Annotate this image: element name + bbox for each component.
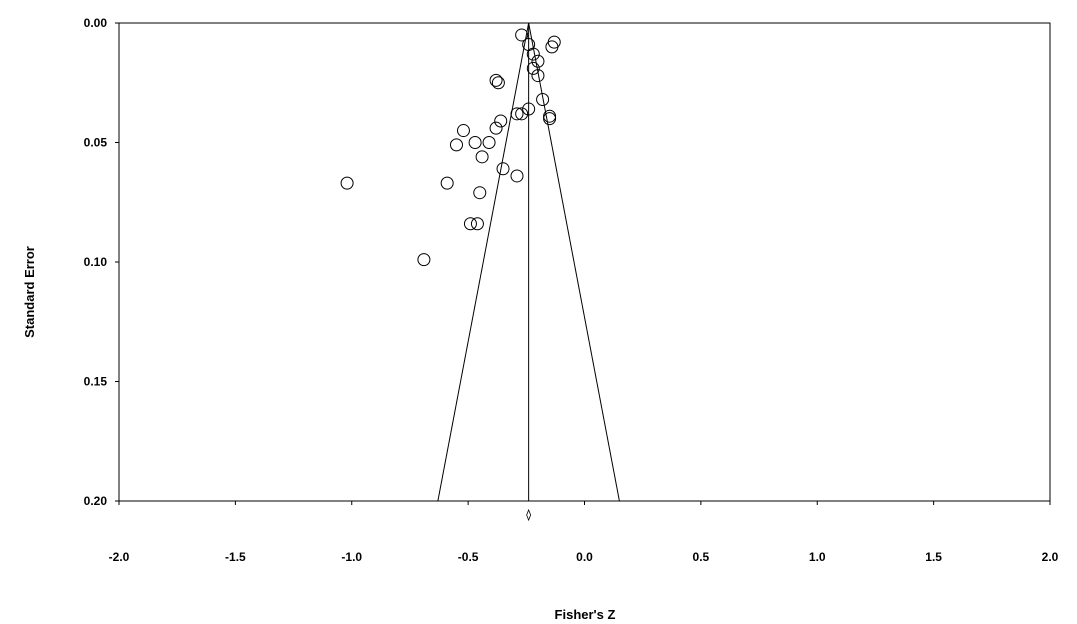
- study-point: [522, 102, 536, 116]
- study-point: [496, 162, 510, 176]
- plot-area-frame: [118, 22, 1051, 502]
- x-axis: -2.0 -1.5 -1.0 -0.5 0.0 0.5 1.0 1.5 2.0: [109, 501, 1059, 564]
- y-tick-label: 0.05: [84, 136, 108, 150]
- y-tick-label: 0.00: [84, 16, 108, 30]
- funnel-right-limit: [528, 22, 620, 502]
- study-point: [489, 73, 503, 87]
- study-point: [526, 47, 540, 61]
- study-point: [463, 217, 477, 231]
- x-axis-title: Fisher's Z: [555, 607, 616, 622]
- study-point: [494, 114, 508, 128]
- study-point: [475, 150, 489, 164]
- study-point: [526, 61, 540, 75]
- x-tick-label: -1.5: [225, 550, 246, 564]
- study-point: [547, 35, 561, 49]
- summary-diamond: [526, 508, 532, 522]
- y-axis-title: Standard Error: [22, 246, 37, 338]
- study-point: [543, 112, 557, 126]
- study-point: [515, 28, 529, 42]
- x-tick-label: 1.5: [925, 550, 942, 564]
- y-tick-label: 0.15: [84, 375, 108, 389]
- study-point: [510, 169, 524, 183]
- x-tick-label: 2.0: [1042, 550, 1059, 564]
- x-tick-label: 1.0: [809, 550, 826, 564]
- x-tick-label: 0.5: [693, 550, 710, 564]
- study-point: [440, 176, 454, 190]
- y-tick-label: 0.20: [84, 494, 108, 508]
- study-point: [489, 121, 503, 135]
- study-point: [491, 76, 505, 90]
- study-point: [543, 109, 557, 123]
- y-tick-label: 0.10: [84, 255, 108, 269]
- x-tick-label: -1.0: [341, 550, 362, 564]
- study-point: [515, 107, 529, 121]
- study-point: [545, 40, 559, 54]
- funnel-left-limit: [437, 22, 530, 502]
- study-point: [510, 107, 524, 121]
- study-point: [482, 136, 496, 149]
- study-point: [531, 69, 545, 83]
- y-axis: 0.00 0.05 0.10 0.15 0.20: [84, 16, 119, 508]
- study-point: [340, 176, 354, 190]
- study-point: [536, 92, 550, 106]
- funnel-layer: [437, 22, 620, 522]
- x-tick-label: -0.5: [458, 550, 479, 564]
- study-point: [456, 124, 470, 138]
- points-layer: [340, 28, 561, 267]
- study-point: [468, 136, 482, 149]
- study-point: [449, 138, 463, 152]
- study-point: [417, 253, 431, 267]
- x-tick-label: -2.0: [109, 550, 130, 564]
- study-point: [473, 186, 487, 200]
- study-point: [470, 217, 484, 231]
- study-point: [531, 54, 545, 68]
- x-tick-label: 0.0: [576, 550, 593, 564]
